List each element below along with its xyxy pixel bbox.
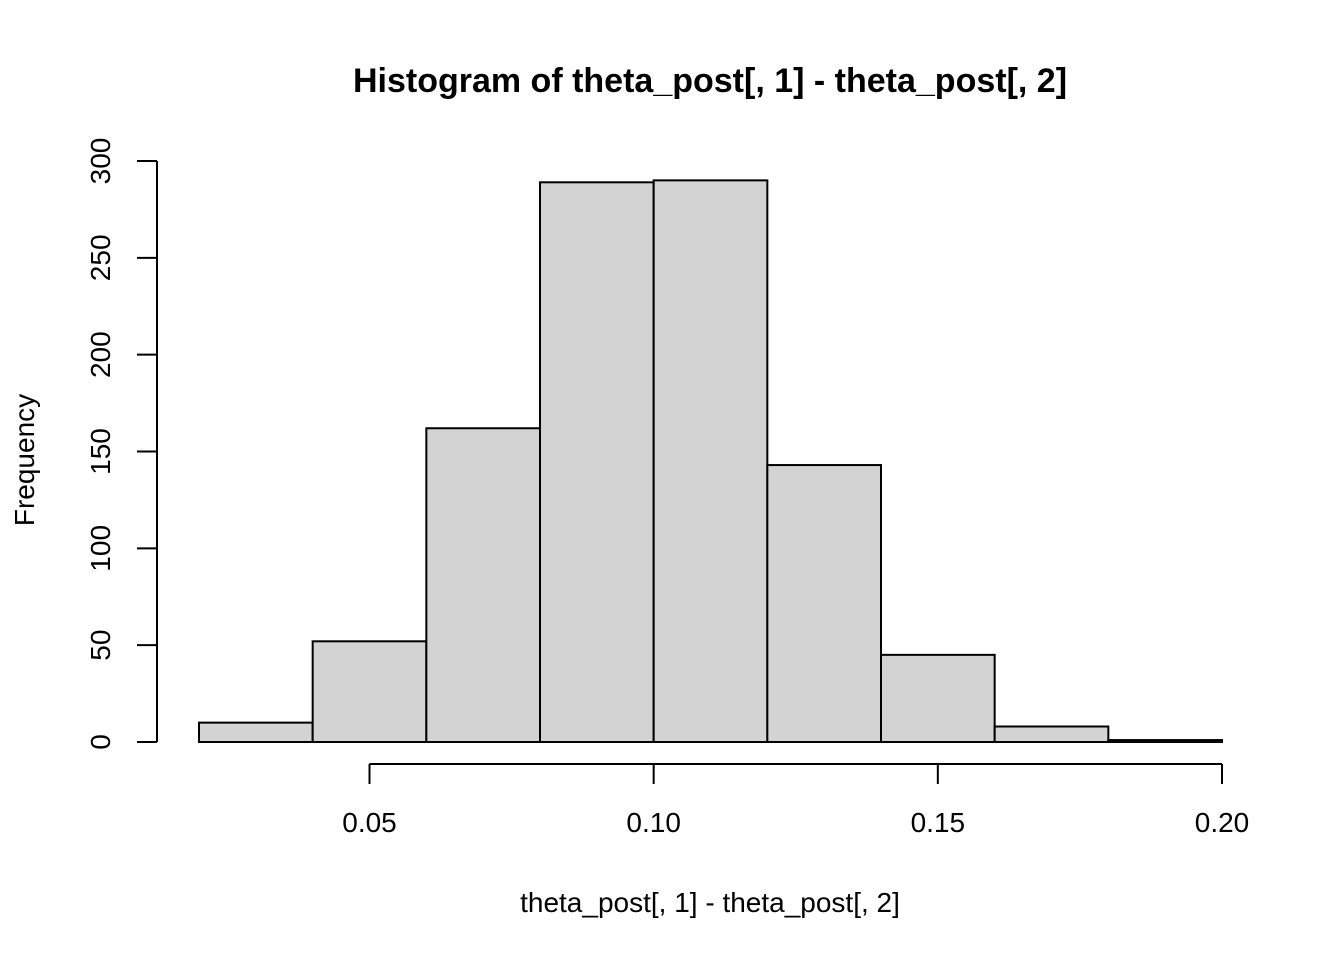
y-tick-label: 150 (85, 428, 116, 475)
histogram-bar (311, 640, 428, 743)
chart-title: Histogram of theta_post[, 1] - theta_pos… (353, 62, 1067, 100)
histogram-bar (425, 427, 542, 743)
x-tick-label: 0.15 (911, 807, 966, 838)
x-axis: 0.05 0.10 0.15 0.20 (342, 763, 1250, 838)
y-axis-label: Frequency (9, 394, 40, 526)
bars-group (198, 179, 1224, 744)
histogram-bar (652, 179, 769, 744)
histogram-bar (1107, 739, 1224, 744)
y-tick-label: 100 (85, 525, 116, 572)
x-tick-label: 0.10 (626, 807, 681, 838)
x-tick-label: 0.05 (342, 807, 397, 838)
x-tick-label: 0.20 (1195, 807, 1250, 838)
histogram-bar (539, 181, 655, 743)
y-axis: 0 50 100 150 200 250 300 (85, 138, 158, 750)
y-tick-label: 300 (85, 138, 116, 185)
x-axis-label: theta_post[, 1] - theta_post[, 2] (520, 887, 900, 918)
histogram-bar (880, 653, 996, 743)
y-tick-label: 200 (85, 331, 116, 378)
y-tick-label: 0 (85, 734, 116, 750)
y-tick-label: 50 (85, 630, 116, 661)
histogram-bar (766, 464, 882, 743)
histogram-bar (198, 721, 314, 744)
y-tick-label: 250 (85, 234, 116, 281)
histogram-bar (993, 725, 1110, 743)
